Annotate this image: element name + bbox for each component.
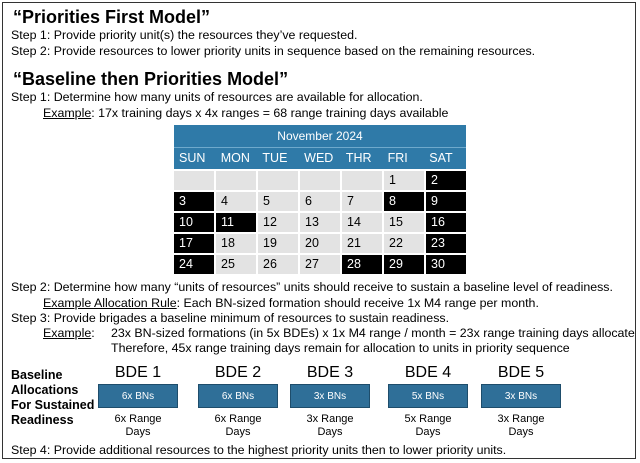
model2-title: “Baseline then Priorities Model” [13, 69, 289, 89]
calendar-day-24: 24 [174, 255, 214, 274]
weekday-thr: THR [345, 151, 372, 165]
model2-step3: Step 3: Provide brigades a baseline mini… [11, 311, 450, 325]
weekday-fri: FRI [387, 151, 408, 165]
bde-bn-box: 6x BNs [198, 384, 278, 408]
calendar-day-5: 5 [258, 192, 298, 211]
bde-2: BDE 2 6x BNs 6x Range Days [195, 365, 281, 439]
example2-label-line: Example: [43, 326, 95, 340]
bde-1: BDE 1 6x BNs 6x Range Days [95, 365, 181, 439]
bde-range-days: 6x Range Days [214, 413, 262, 438]
bde-title: BDE 1 [114, 364, 162, 381]
weekday-mon: MON [220, 151, 250, 165]
calendar-day-10: 10 [174, 213, 214, 232]
weekday-tue: TUE [262, 151, 288, 165]
calendar-day-15: 15 [384, 213, 424, 232]
calendar-day-18: 18 [216, 234, 256, 253]
bde-range-days: 3x Range Days [497, 413, 545, 438]
rule-text: : Each BN-sized formation should receive… [176, 296, 539, 310]
calendar-empty-cell [300, 171, 340, 190]
model2-step1: Step 1: Determine how many units of reso… [11, 90, 423, 104]
calendar-day-8: 8 [384, 192, 424, 211]
bde-5: BDE 5 3x BNs 3x Range Days [478, 365, 564, 439]
bde-range-days: 6x Range Days [114, 413, 162, 438]
calendar-empty-cell [258, 171, 298, 190]
calendar-weekdays: SUN MON TUE WED THR FRI SAT [174, 147, 466, 169]
calendar-day-11: 11 [216, 213, 256, 232]
baseline-label: Baseline Allocations For Sustained Readi… [11, 368, 94, 428]
calendar-day-13: 13 [300, 213, 340, 232]
calendar-day-14: 14 [342, 213, 382, 232]
example-line: Example: 17x training days x 4x ranges =… [43, 106, 448, 120]
calendar-day-22: 22 [384, 234, 424, 253]
model1-step2: Step 2: Provide resources to lower prior… [11, 44, 536, 58]
baseline-label-line2: Allocations [11, 383, 79, 397]
bde-range-days: 5x Range Days [404, 413, 452, 438]
bde-title: BDE 3 [306, 364, 354, 381]
calendar-day-27: 27 [300, 255, 340, 274]
model1-title: “Priorities First Model” [13, 7, 211, 27]
calendar-day-1: 1 [384, 171, 424, 190]
rule-line: Example Allocation Rule: Each BN-sized f… [43, 296, 539, 310]
calendar-grid: 1 2 3 4 5 6 7 8 9 10 11 12 13 14 15 16 17 18 19 20 21 22 23 24 2… [174, 169, 466, 274]
bde-title: BDE 2 [214, 364, 262, 381]
rule-label: Example Allocation Rule [43, 296, 177, 310]
calendar-day-20: 20 [300, 234, 340, 253]
slide-frame: “Priorities First Model” Step 1: Provide… [2, 2, 636, 459]
calendar-empty-cell [174, 171, 214, 190]
calendar-day-21: 21 [342, 234, 382, 253]
calendar-day-12: 12 [258, 213, 298, 232]
model2-step2: Step 2: Determine how many “units of res… [11, 280, 613, 294]
example-label: Example [43, 106, 92, 120]
bde-title: BDE 5 [497, 364, 545, 381]
calendar-day-19: 19 [258, 234, 298, 253]
model1-step1: Step 1: Provide priority unit(s) the res… [11, 28, 358, 42]
calendar-day-9: 9 [426, 192, 466, 211]
calendar-day-30: 30 [426, 255, 466, 274]
calendar-day-26: 26 [258, 255, 298, 274]
calendar-day-7: 7 [342, 192, 382, 211]
baseline-label-line1: Baseline [11, 368, 63, 382]
weekday-wed: WED [304, 151, 334, 165]
example2-line2: Therefore, 45x range training days remai… [111, 341, 570, 355]
bde-bn-box: 3x BNs [481, 384, 561, 408]
example-text: : 17x training days x 4x ranges = 68 ran… [91, 106, 449, 120]
bde-title: BDE 4 [404, 364, 452, 381]
calendar-day-6: 6 [300, 192, 340, 211]
calendar-empty-cell [342, 171, 382, 190]
bde-bn-box: 3x BNs [290, 384, 370, 408]
calendar-month: November 2024 [174, 125, 466, 147]
model2-step4: Step 4: Provide additional resources to … [11, 443, 507, 457]
bde-bn-box: 5x BNs [388, 384, 468, 408]
calendar-day-23: 23 [426, 234, 466, 253]
bde-3: BDE 3 3x BNs 3x Range Days [287, 365, 373, 439]
baseline-label-line4: Readiness [11, 413, 74, 427]
bde-bn-box: 6x BNs [98, 384, 178, 408]
example2-label: Example [43, 326, 92, 340]
example2-line1: 23x BN-sized formations (in 5x BDEs) x 1… [111, 326, 636, 340]
weekday-sat: SAT [429, 151, 453, 165]
bde-range-days: 3x Range Days [306, 413, 354, 438]
calendar-day-3: 3 [174, 192, 214, 211]
calendar-day-29: 29 [384, 255, 424, 274]
calendar-day-25: 25 [216, 255, 256, 274]
bde-4: BDE 4 5x BNs 5x Range Days [385, 365, 471, 439]
calendar-day-28: 28 [342, 255, 382, 274]
baseline-label-line3: For Sustained [11, 398, 95, 412]
calendar-day-4: 4 [216, 192, 256, 211]
calendar-day-16: 16 [426, 213, 466, 232]
calendar-day-17: 17 [174, 234, 214, 253]
weekday-sun: SUN [179, 151, 206, 165]
calendar-empty-cell [216, 171, 256, 190]
example2-colon: : [91, 326, 95, 340]
calendar-day-2: 2 [426, 171, 466, 190]
